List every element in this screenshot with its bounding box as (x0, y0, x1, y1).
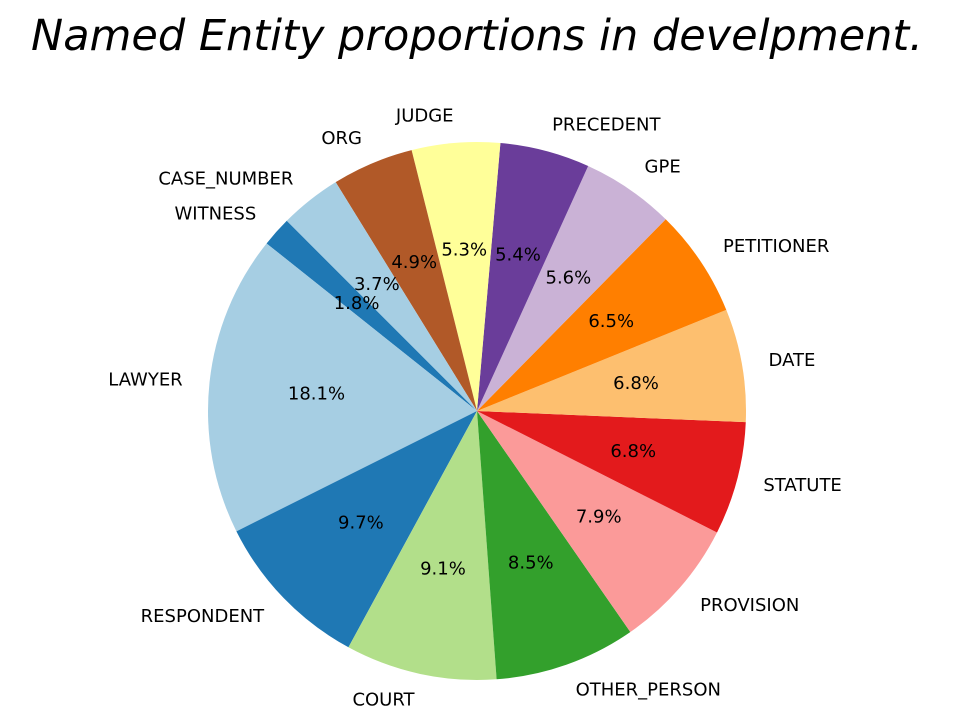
slice-label: COURT (352, 690, 415, 711)
slice-label: RESPONDENT (141, 606, 265, 627)
slice-percent-label: 6.5% (588, 311, 634, 332)
pie-slice-judge (411, 142, 501, 412)
slice-label: STATUTE (763, 475, 841, 496)
slice-percent-label: 6.8% (613, 373, 659, 394)
slice-percent-label: 7.9% (576, 506, 622, 527)
slice-label: LAWYER (108, 370, 182, 391)
pie-slices (207, 142, 746, 680)
slice-percent-label: 9.1% (420, 558, 466, 579)
slice-percent-labels: 1.8% 18.1% 9.7% 9.1% 8.5% 7.9% 6.8% 6.8% 6.5% 5.6… (288, 240, 659, 580)
slice-label: JUDGE (395, 106, 454, 127)
slice-percent-label: 5.3% (441, 240, 487, 261)
pie-slice-case-number (286, 182, 477, 411)
slice-label: PETITIONER (723, 236, 829, 257)
pie-slice-other-person (477, 411, 631, 680)
slice-percent-label: 1.8% (334, 293, 380, 314)
pie-slice-provision (477, 411, 718, 633)
slice-percent-label: 9.7% (338, 513, 384, 534)
chart-title: Named Entity proportions in develpment. (31, 11, 923, 61)
slice-label: GPE (645, 157, 681, 178)
slice-label: WITNESS (174, 203, 256, 224)
slice-percent-label: 5.4% (495, 244, 541, 265)
pie-slice-date (477, 309, 746, 423)
pie-slice-respondent (236, 411, 477, 648)
pie-slice-statute (477, 411, 746, 533)
pie-slice-petitioner (477, 219, 727, 411)
pie-slice-precedent (477, 143, 589, 412)
slice-label: CASE_NUMBER (158, 168, 293, 189)
slice-percent-label: 8.5% (508, 553, 554, 574)
slice-percent-label: 4.9% (391, 252, 437, 273)
slice-label: PROVISION (700, 595, 799, 616)
pie-slice-lawyer (207, 243, 477, 532)
slice-label: PRECEDENT (552, 114, 661, 135)
pie-slice-witness (266, 220, 477, 411)
slice-percent-label: 18.1% (288, 384, 345, 405)
slice-percent-label: 5.6% (546, 267, 592, 288)
slice-percent-label: 6.8% (610, 441, 656, 462)
slice-labels: WITNESS LAWYER RESPONDENT COURT OTHER_PERSON… (108, 106, 842, 711)
pie-slice-org (335, 150, 477, 411)
slice-label: ORG (321, 128, 362, 149)
slice-percent-label: 3.7% (354, 274, 400, 295)
pie-slice-court (348, 411, 497, 680)
pie-slice-gpe (477, 166, 666, 411)
slice-label: OTHER_PERSON (576, 679, 721, 700)
slice-label: DATE (769, 350, 816, 371)
